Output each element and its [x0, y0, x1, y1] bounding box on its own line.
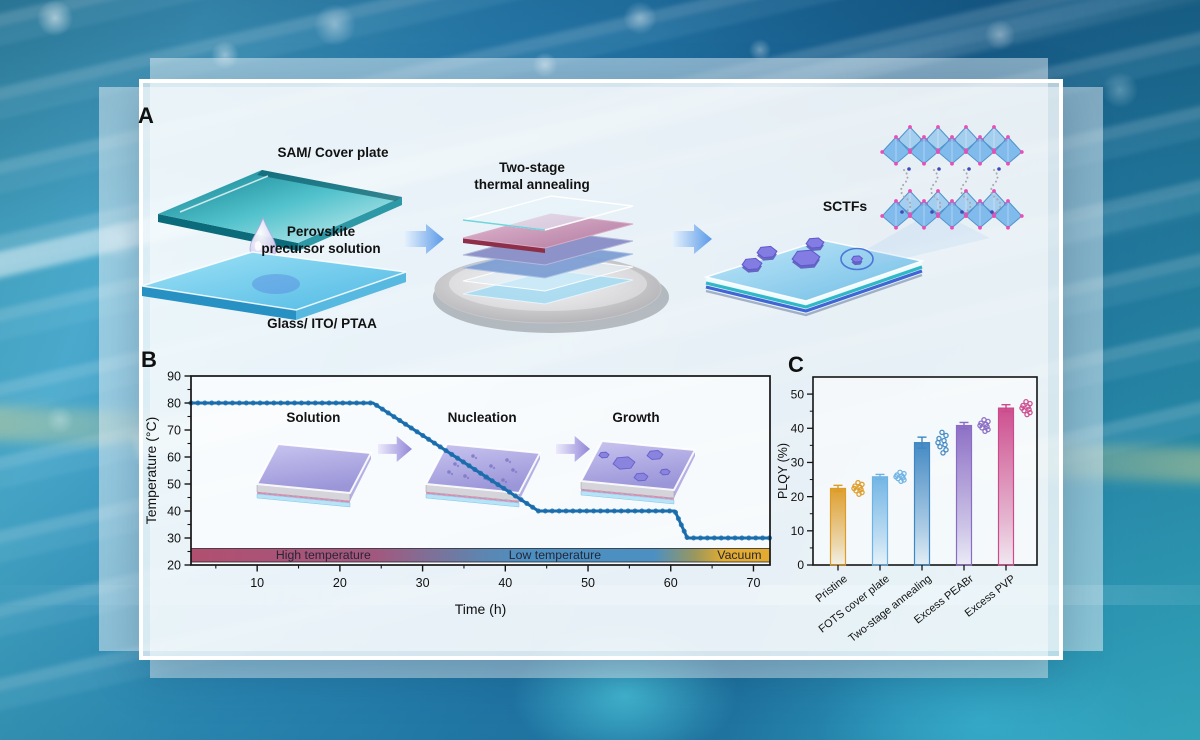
annealing-label-line1: Two-stage: [499, 160, 565, 175]
panel-c-label: C: [788, 352, 804, 377]
panel-b-temperature-chart: High temperature Low temperature Vacuum Sol…: [143, 369, 773, 617]
y-axis-title: Temperature (°C): [143, 417, 159, 525]
panel-a-label: A: [138, 103, 154, 128]
sctfs-label: SCTFs: [823, 198, 868, 214]
svg-text:40: 40: [167, 504, 181, 518]
svg-text:20: 20: [791, 490, 805, 504]
svg-text:60: 60: [167, 450, 181, 464]
panel-b-label: B: [141, 347, 157, 372]
svg-text:80: 80: [167, 396, 181, 410]
stage-label: Solution: [286, 410, 340, 425]
svg-text:40: 40: [791, 421, 805, 435]
substrate-plate-graphic: [141, 251, 407, 320]
thermal-profile-plot: High temperature Low temperature Vacuum Sol…: [143, 369, 773, 617]
svg-text:90: 90: [167, 369, 181, 383]
annealing-stack-graphic: [433, 195, 669, 333]
category-label: FOTS cover plate: [817, 573, 892, 636]
category-label: Pristine: [814, 573, 850, 605]
svg-text:30: 30: [791, 456, 805, 470]
cover-plate-graphic: [158, 170, 402, 251]
svg-text:High temperature: High temperature: [276, 548, 371, 562]
crystal-structure-graphic: [880, 125, 1024, 230]
svg-text:60: 60: [664, 576, 678, 590]
svg-text:50: 50: [167, 477, 181, 491]
phase-color-bar: High temperature Low temperature Vacuum: [190, 548, 771, 563]
precursor-label-line1: Perovskite: [287, 224, 356, 239]
precursor-label-line2: precursor solution: [261, 241, 380, 256]
category-label: Two-stage annealing: [846, 573, 933, 645]
panel-a-schematic: SAM/ Cover plate Perovskite precursor so…: [141, 125, 1024, 333]
svg-text:70: 70: [167, 423, 181, 437]
svg-text:10: 10: [791, 524, 805, 538]
svg-text:40: 40: [498, 576, 512, 590]
svg-text:50: 50: [791, 387, 805, 401]
svg-text:20: 20: [167, 558, 181, 572]
stage-label: Nucleation: [448, 410, 517, 425]
annealing-label-line2: thermal annealing: [474, 177, 590, 192]
process-arrow-icon: [672, 224, 712, 254]
svg-text:50: 50: [581, 576, 595, 590]
svg-text:20: 20: [333, 576, 347, 590]
svg-text:Vacuum: Vacuum: [717, 548, 761, 562]
y-axis-title: PLQY (%): [776, 443, 790, 499]
sctf-plate-graphic: [703, 210, 990, 317]
svg-text:30: 30: [416, 576, 430, 590]
process-arrow-icon: [404, 224, 444, 254]
x-axis-title: Time (h): [455, 601, 507, 617]
svg-text:10: 10: [250, 576, 264, 590]
axis-ticks: 0 10 20 30 40 50: [791, 387, 813, 572]
svg-text:Low temperature: Low temperature: [509, 548, 601, 562]
sam-cover-plate-label: SAM/ Cover plate: [277, 145, 389, 160]
svg-text:70: 70: [747, 576, 761, 590]
svg-text:30: 30: [167, 531, 181, 545]
svg-text:0: 0: [797, 558, 804, 572]
stage-label: Growth: [612, 410, 659, 425]
substrate-label: Glass/ ITO/ PTAA: [267, 316, 377, 331]
